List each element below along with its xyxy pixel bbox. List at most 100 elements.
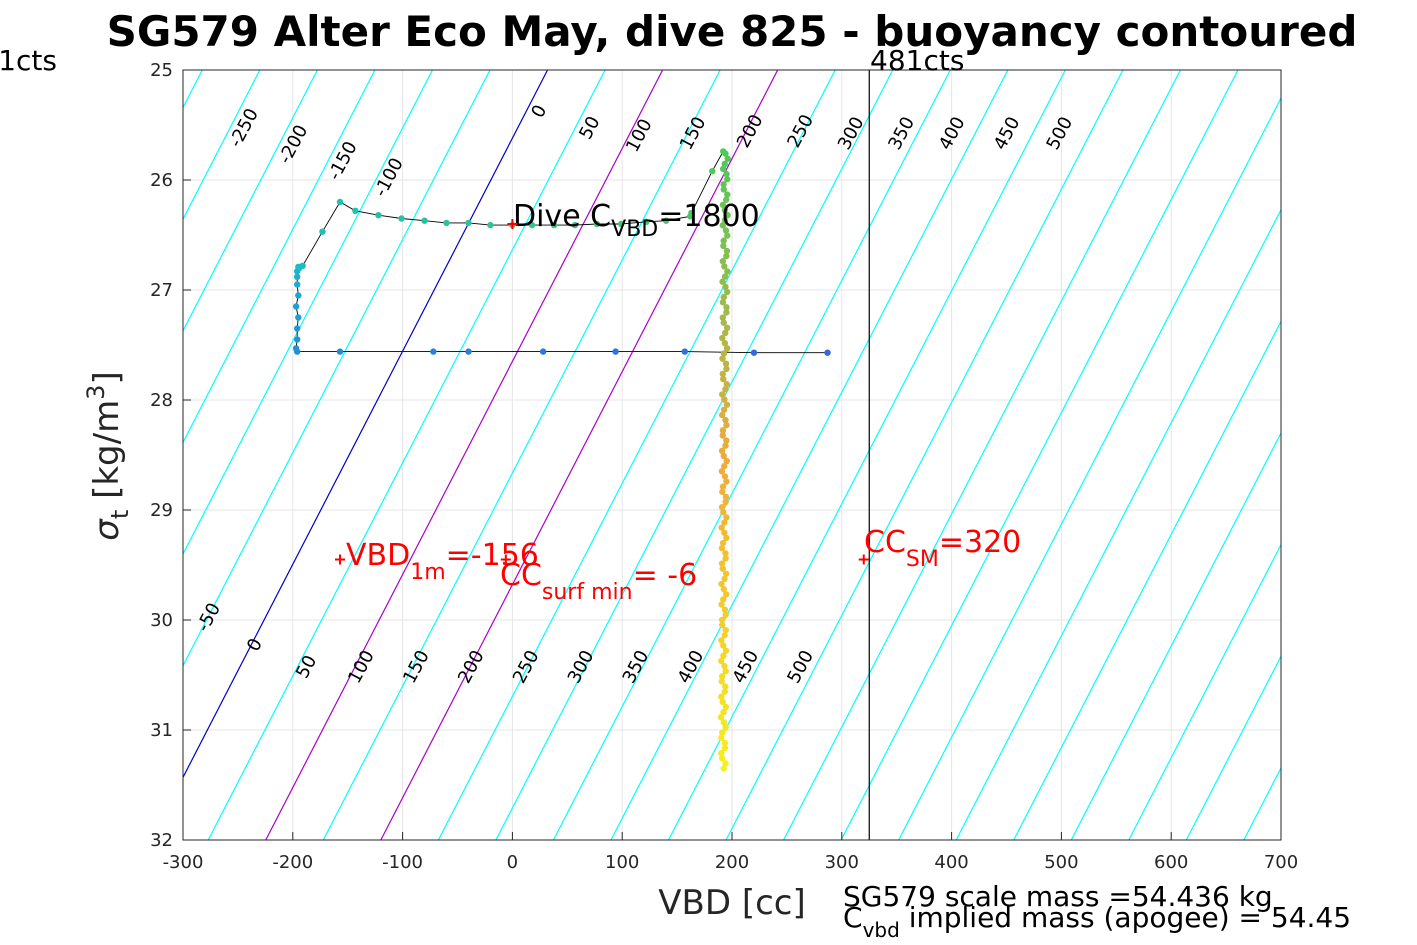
- vertical-branch-point: [718, 447, 726, 455]
- profile-point: [293, 336, 301, 343]
- contour-line: [1013, 320, 1281, 840]
- vertical-branch-point: [722, 626, 729, 634]
- vertical-branch-point: [722, 550, 729, 557]
- profile-point: [824, 349, 831, 356]
- contour-line: [183, 70, 318, 333]
- profile-point: [688, 209, 695, 217]
- vertical-branch-point: [721, 688, 728, 695]
- profile-point: [293, 325, 301, 332]
- profile-point: [295, 314, 302, 321]
- vertical-branch-point: [722, 703, 730, 711]
- vertical-branch-point: [720, 186, 727, 193]
- vertical-branch-point: [718, 544, 726, 552]
- chart-title: SG579 Alter Eco May, dive 825 - buoyancy…: [107, 7, 1358, 56]
- vertical-branch-point: [722, 386, 729, 393]
- profile-point: [295, 292, 302, 299]
- annotation-marker: [500, 554, 511, 565]
- vertical-branch-point: [718, 580, 725, 588]
- vertical-branch-point: [724, 176, 731, 183]
- vertical-branch-point: [721, 519, 728, 526]
- contour-line: [183, 70, 491, 667]
- vertical-branch-point: [720, 719, 728, 726]
- contour-line: [0, 70, 30, 840]
- vertical-branch-point: [720, 242, 727, 250]
- profile-point: [398, 215, 405, 222]
- vertical-branch-point: [721, 632, 728, 639]
- vertical-branch-point: [718, 468, 726, 475]
- y-tick-label: 29: [150, 500, 173, 521]
- profile-point: [443, 219, 450, 227]
- vertical-branch-point: [722, 227, 730, 234]
- vertical-branch-point: [719, 258, 727, 265]
- vertical-branch-point: [718, 503, 726, 511]
- vertical-branch-point: [721, 575, 728, 583]
- annotations: Dive CVBD=1800 VBD1m=-156 CCsurf min= -6…: [335, 199, 1021, 605]
- contour-line: [1128, 543, 1281, 840]
- vertical-branch-point: [724, 155, 731, 162]
- vertical-branch-point: [719, 427, 727, 434]
- vertical-branch-point: [723, 437, 730, 444]
- vertical-branch-point: [719, 565, 726, 572]
- vertical-branch-point: [723, 345, 731, 352]
- vertical-branch-point: [719, 165, 727, 173]
- vertical-branch-point: [723, 309, 730, 316]
- profile-point: [299, 262, 306, 269]
- vertical-branch-point: [718, 678, 725, 685]
- vertical-branch-point: [722, 493, 730, 501]
- vertical-branch-point: [722, 611, 729, 618]
- profile-point: [336, 198, 344, 206]
- vertical-branch-point: [723, 196, 730, 203]
- vertical-branch-point: [718, 749, 725, 757]
- annotation-marker: [507, 219, 518, 229]
- y-tick-label: 30: [150, 610, 173, 631]
- x-tick-label: 100: [605, 852, 639, 873]
- vertical-branch-point: [723, 170, 730, 178]
- annotation-dive-c-vbd: Dive CVBD=1800: [513, 199, 760, 242]
- vertical-branch-point: [720, 181, 727, 188]
- annotation-marker: [335, 554, 346, 565]
- vertical-branch-point: [723, 247, 731, 255]
- vertical-branch-point: [721, 606, 729, 613]
- annotation-cc-sm: CCSM=320: [864, 525, 1021, 572]
- contour-line: [955, 208, 1281, 840]
- contour-line: [437, 70, 836, 840]
- vertical-branch-point: [720, 319, 727, 326]
- vertical-branch-point: [719, 698, 726, 706]
- vertical-branch-point: [722, 150, 729, 157]
- vertical-branch-point: [722, 555, 729, 562]
- vertical-branch-point: [723, 252, 730, 260]
- vertical-branch-point: [724, 268, 731, 275]
- contour-line: [783, 70, 1181, 840]
- profile-point: [662, 217, 670, 224]
- annotation-marker: [858, 554, 869, 565]
- vline-label-481cts: 481cts: [870, 44, 964, 77]
- x-tick-label: 200: [715, 852, 749, 873]
- vertical-branch-point: [720, 375, 727, 383]
- vertical-branch-point: [719, 621, 726, 629]
- vertical-branch-point: [720, 509, 727, 516]
- contour-line: [1185, 654, 1281, 840]
- contour-line: [725, 70, 1124, 840]
- vertical-branch-point: [721, 744, 729, 752]
- contour-line: [1070, 431, 1281, 840]
- y-tick-label: 28: [150, 390, 173, 411]
- vertical-branch-point: [723, 288, 731, 296]
- profile-point: [750, 349, 758, 356]
- vertical-branch-point: [718, 411, 726, 419]
- x-tick-label: 500: [1044, 852, 1078, 873]
- vertical-branch-point: [722, 760, 729, 767]
- vertical-branch-point: [718, 693, 725, 700]
- vertical-branch-point: [722, 647, 730, 654]
- vertical-branch-point: [718, 734, 725, 741]
- profile-point: [593, 220, 601, 228]
- vertical-branch-point: [723, 457, 730, 465]
- y-axis-label: σt [kg/m3]: [82, 371, 134, 540]
- y-tick-label: 32: [150, 830, 173, 851]
- vertical-branch-point: [718, 524, 725, 531]
- vertical-branch-point: [721, 662, 728, 670]
- vertical-branch-point: [719, 483, 727, 490]
- vertical-branch-point: [718, 755, 726, 762]
- y-tick-label: 31: [150, 720, 173, 741]
- contour-line: [1359, 70, 1417, 840]
- x-tick-label: 0: [507, 852, 518, 873]
